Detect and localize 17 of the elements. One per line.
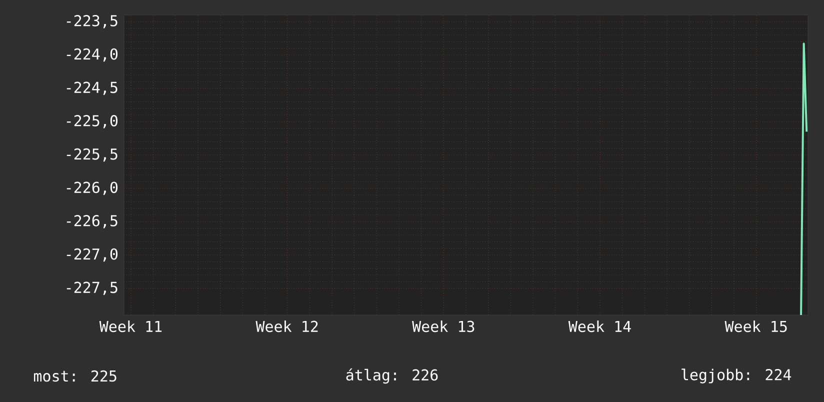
y-tick-label: -225,0	[66, 115, 118, 128]
y-tick-label: -227,0	[66, 248, 118, 262]
y-tick-label: -224,5	[66, 82, 118, 95]
x-tick-label: Week 12	[256, 320, 318, 332]
y-tick-label: -227,5	[66, 282, 118, 295]
text: átlag: 226	[346, 368, 438, 384]
text: most: 225	[34, 370, 116, 382]
y-tick-label: -226,0	[66, 182, 118, 195]
text: legjobb: 224	[682, 368, 792, 384]
y-tick-label: -223,5	[66, 15, 118, 28]
y-tick-label: -226,5	[66, 215, 118, 228]
x-tick-label: Week 15	[724, 320, 787, 332]
y-tick-label: -224,0	[66, 48, 118, 62]
x-tick-label: Week 13	[412, 320, 474, 332]
y-tick-label: -225,5	[66, 148, 118, 162]
x-tick-label: Week 14	[568, 320, 631, 332]
x-tick-label: Week 11	[99, 320, 162, 332]
